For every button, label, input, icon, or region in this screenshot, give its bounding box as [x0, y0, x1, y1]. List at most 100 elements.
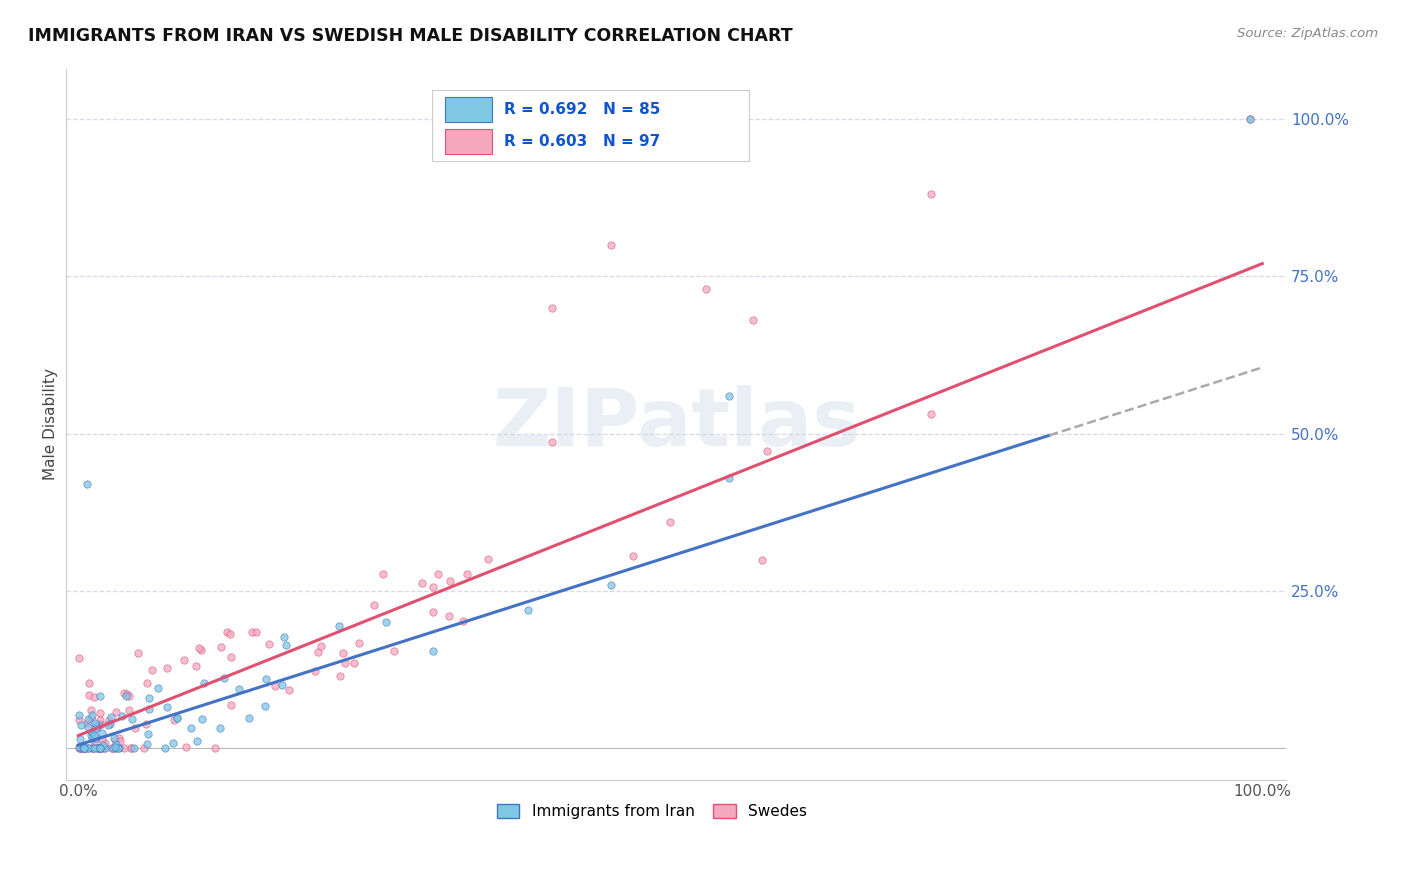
Point — [422, 605, 444, 619]
Point — [86, 720, 108, 734]
Point — [82, 741, 104, 756]
Point — [103, 741, 125, 756]
Point — [90, 741, 112, 756]
Point — [477, 551, 499, 566]
Point — [80, 703, 103, 717]
Point — [174, 740, 197, 755]
Point — [83, 716, 105, 731]
Point — [138, 727, 160, 741]
Point — [75, 741, 97, 756]
Point — [104, 739, 127, 754]
Point — [254, 699, 277, 714]
Point — [93, 741, 115, 756]
Point — [69, 651, 91, 665]
Point — [426, 567, 449, 582]
Point — [156, 699, 179, 714]
Point — [90, 717, 112, 731]
Point — [166, 711, 188, 725]
Point — [89, 706, 111, 720]
Point — [111, 709, 134, 723]
Text: R = 0.603   N = 97: R = 0.603 N = 97 — [505, 134, 661, 149]
Point — [191, 712, 214, 726]
Point — [304, 665, 326, 679]
Point — [100, 710, 122, 724]
Point — [97, 718, 120, 732]
Text: R = 0.692   N = 85: R = 0.692 N = 85 — [505, 102, 661, 117]
Point — [333, 656, 356, 670]
Point — [263, 679, 285, 693]
Point — [219, 650, 242, 665]
Point — [751, 553, 773, 567]
Point — [132, 741, 155, 756]
Point — [112, 686, 135, 700]
Point — [89, 741, 111, 756]
Point — [104, 733, 127, 747]
Point — [69, 740, 91, 755]
Point — [212, 671, 235, 685]
Point — [83, 690, 105, 705]
Point — [204, 741, 226, 756]
Point — [97, 713, 120, 727]
Point — [541, 301, 564, 315]
Point — [100, 741, 122, 756]
Point — [274, 638, 297, 652]
Point — [80, 732, 103, 747]
Point — [411, 575, 433, 590]
Point — [153, 741, 176, 756]
Point — [69, 741, 91, 756]
Point — [93, 738, 115, 752]
Point — [190, 643, 212, 657]
FancyBboxPatch shape — [432, 90, 749, 161]
Point — [659, 515, 682, 529]
Point — [76, 476, 98, 491]
Point — [163, 714, 186, 728]
Point — [127, 646, 149, 660]
Point — [121, 713, 143, 727]
Point — [257, 637, 280, 651]
Point — [73, 741, 96, 756]
Point — [86, 741, 108, 756]
Point — [146, 681, 169, 695]
Point — [193, 676, 215, 690]
Point — [108, 733, 131, 747]
Point — [82, 725, 104, 739]
Point — [162, 736, 184, 750]
Point — [138, 702, 160, 716]
Point — [718, 470, 741, 484]
Point — [329, 669, 352, 683]
FancyBboxPatch shape — [444, 128, 492, 153]
Point — [69, 741, 91, 756]
Point — [347, 636, 370, 650]
Y-axis label: Male Disability: Male Disability — [44, 368, 58, 480]
Point — [422, 580, 444, 594]
Point — [328, 619, 350, 633]
Point — [120, 741, 142, 756]
Point — [118, 702, 141, 716]
Point — [219, 627, 242, 641]
Point — [124, 721, 146, 735]
Point — [120, 741, 142, 756]
Point — [89, 713, 111, 727]
Point — [89, 689, 111, 703]
Point — [173, 653, 195, 667]
Point — [76, 720, 98, 734]
Point — [254, 672, 277, 686]
Point — [240, 624, 263, 639]
Point — [332, 646, 354, 660]
Point — [103, 731, 125, 745]
Point — [73, 741, 96, 756]
Point — [228, 681, 250, 696]
Point — [309, 639, 332, 653]
Point — [273, 631, 295, 645]
Point — [72, 741, 94, 756]
Point — [69, 741, 91, 756]
Point — [80, 725, 103, 739]
Point — [219, 698, 242, 712]
Point — [101, 741, 124, 756]
Point — [76, 715, 98, 730]
Point — [80, 728, 103, 742]
Point — [75, 741, 97, 756]
Text: IMMIGRANTS FROM IRAN VS SWEDISH MALE DISABILITY CORRELATION CHART: IMMIGRANTS FROM IRAN VS SWEDISH MALE DIS… — [28, 27, 793, 45]
Point — [115, 689, 138, 703]
Point — [70, 741, 93, 756]
